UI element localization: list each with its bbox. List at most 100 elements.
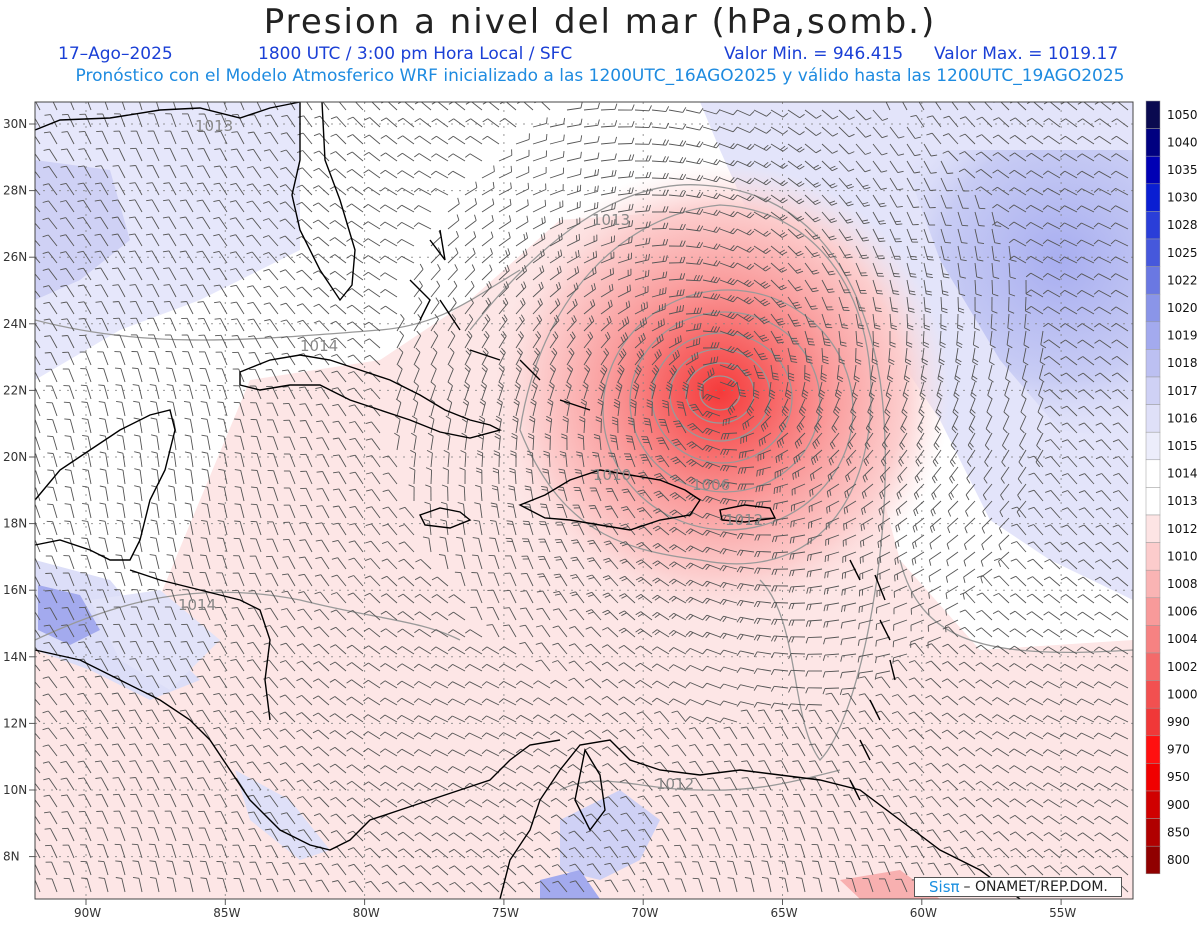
legend-label: 1016 [1167, 411, 1198, 425]
legend-swatch [1145, 707, 1161, 737]
legend-swatch [1145, 321, 1161, 350]
map-title: Presion a nivel del mar (hPa,somb.) [263, 2, 937, 42]
florida [291, 101, 356, 302]
legend-swatch [1145, 431, 1161, 461]
legend-label: 1014 [1167, 467, 1198, 481]
legend-label: 800 [1167, 853, 1190, 867]
lon-label: 65W [771, 906, 798, 920]
legend-label: 1035 [1167, 163, 1198, 177]
central-america [34, 649, 561, 851]
onamet-logo: Sisπ – ONAMET/REP.DOM. [914, 877, 1122, 897]
legend-label: 1025 [1167, 246, 1198, 260]
legend-swatch [1145, 818, 1161, 847]
forecast-description: Pronóstico con el Modelo Atmosferico WRF… [75, 66, 1125, 86]
legend-label: 1000 [1167, 687, 1198, 701]
legend-label: 1028 [1167, 218, 1198, 232]
lat-label: 10N [3, 783, 27, 797]
contour-label: 1013 [195, 117, 233, 135]
legend-label: 950 [1167, 770, 1190, 784]
contour-label: 1013 [592, 211, 630, 229]
legend-label: 990 [1167, 715, 1190, 729]
plot-frame [34, 101, 1134, 900]
legend-label: 1008 [1167, 577, 1198, 591]
lat-label: 8N [3, 850, 20, 864]
cuba [239, 354, 502, 439]
gulf-coast-north [34, 101, 301, 131]
lat-label: 12N [3, 716, 27, 730]
contour-label: 1014 [178, 596, 216, 614]
legend-label: 1006 [1167, 605, 1198, 619]
legend-swatch [1145, 376, 1161, 405]
contour-label: 1012 [725, 511, 763, 529]
lat-label: 20N [3, 450, 27, 464]
lat-label: 22N [3, 383, 27, 397]
legend-label: 1022 [1167, 273, 1198, 287]
legend-swatch [1145, 183, 1161, 212]
high-northeast-core [900, 150, 1133, 440]
lesser-antilles [849, 559, 896, 801]
lon-label: 60W [910, 906, 937, 920]
legend-swatch [1145, 293, 1161, 323]
legend-label: 1010 [1167, 549, 1198, 563]
wind-barbs [35, 102, 1129, 893]
legend-label: 1004 [1167, 632, 1198, 646]
legend-label: 1030 [1167, 191, 1198, 205]
hurricane-field [490, 163, 950, 623]
bahamas [409, 229, 591, 411]
legend-label: 1019 [1167, 329, 1198, 343]
legend-swatch [1145, 155, 1161, 185]
legend-swatch [1145, 404, 1161, 433]
legend-swatch [1145, 790, 1161, 819]
south-america [499, 739, 1021, 900]
legend-label: 970 [1167, 743, 1190, 757]
latitude-labels: 30N 28N 26N 24N 22N 20N 18N 16N 14N 12N 10N 8N [3, 117, 27, 864]
legend-label: 1013 [1167, 494, 1198, 508]
forecast-time: 1800 UTC / 3:00 pm Hora Local / SFC [258, 44, 573, 64]
onamet-label: – ONAMET/REP.DOM. [963, 879, 1108, 895]
min-value: Valor Min. = 946.415 [724, 44, 904, 64]
contour-label: 1014 [300, 337, 338, 355]
legend-swatch [1145, 680, 1161, 709]
legend-swatch [1145, 542, 1161, 571]
legend-label: 1002 [1167, 660, 1198, 674]
legend-swatch [1145, 487, 1161, 516]
legend-swatch [1145, 735, 1161, 764]
honduras-coast [129, 569, 271, 721]
lon-label: 80W [353, 906, 380, 920]
legend-swatch [1145, 459, 1161, 488]
legend-label: 900 [1167, 798, 1190, 812]
lat-label: 14N [3, 650, 27, 664]
legend-swatch [1145, 569, 1161, 599]
longitude-labels: 90W 85W 80W 75W 70W 65W 60W 55W [74, 906, 1076, 920]
legend-swatch [1145, 266, 1161, 295]
legend-swatch [1145, 625, 1161, 654]
legend-swatch [1145, 128, 1161, 157]
contour-label: 1010 [593, 466, 631, 484]
contour-labels: 1013 1014 1014 1010 1006 1012 1013 1012 [178, 117, 763, 793]
legend-label: 1018 [1167, 356, 1198, 370]
legend-swatch [1145, 597, 1161, 626]
legend-swatch [1145, 349, 1161, 378]
legend-label: 1012 [1167, 522, 1198, 536]
sispi-brand: Sisπ [929, 878, 960, 896]
legend-label: 1040 [1167, 135, 1198, 149]
legend-swatch [1145, 238, 1161, 267]
contour-label: 1006 [692, 476, 730, 494]
legend-label: 1050 [1167, 108, 1198, 122]
max-value: Valor Max. = 1019.17 [934, 44, 1119, 64]
lat-label: 24N [3, 317, 27, 331]
legend-swatch [1145, 845, 1161, 875]
contour-label: 1012 [656, 775, 694, 793]
legend-label: 1017 [1167, 384, 1198, 398]
yucatan-mexico [34, 409, 176, 561]
coastlines [34, 101, 1021, 900]
puerto-rico [719, 504, 777, 523]
legend-label: 1020 [1167, 301, 1198, 315]
isobars [35, 184, 1133, 791]
hispaniola [518, 469, 701, 531]
forecast-date: 17–Ago–2025 [58, 44, 173, 64]
lon-label: 75W [492, 906, 519, 920]
lat-label: 30N [3, 117, 27, 131]
legend-label: 850 [1167, 825, 1190, 839]
